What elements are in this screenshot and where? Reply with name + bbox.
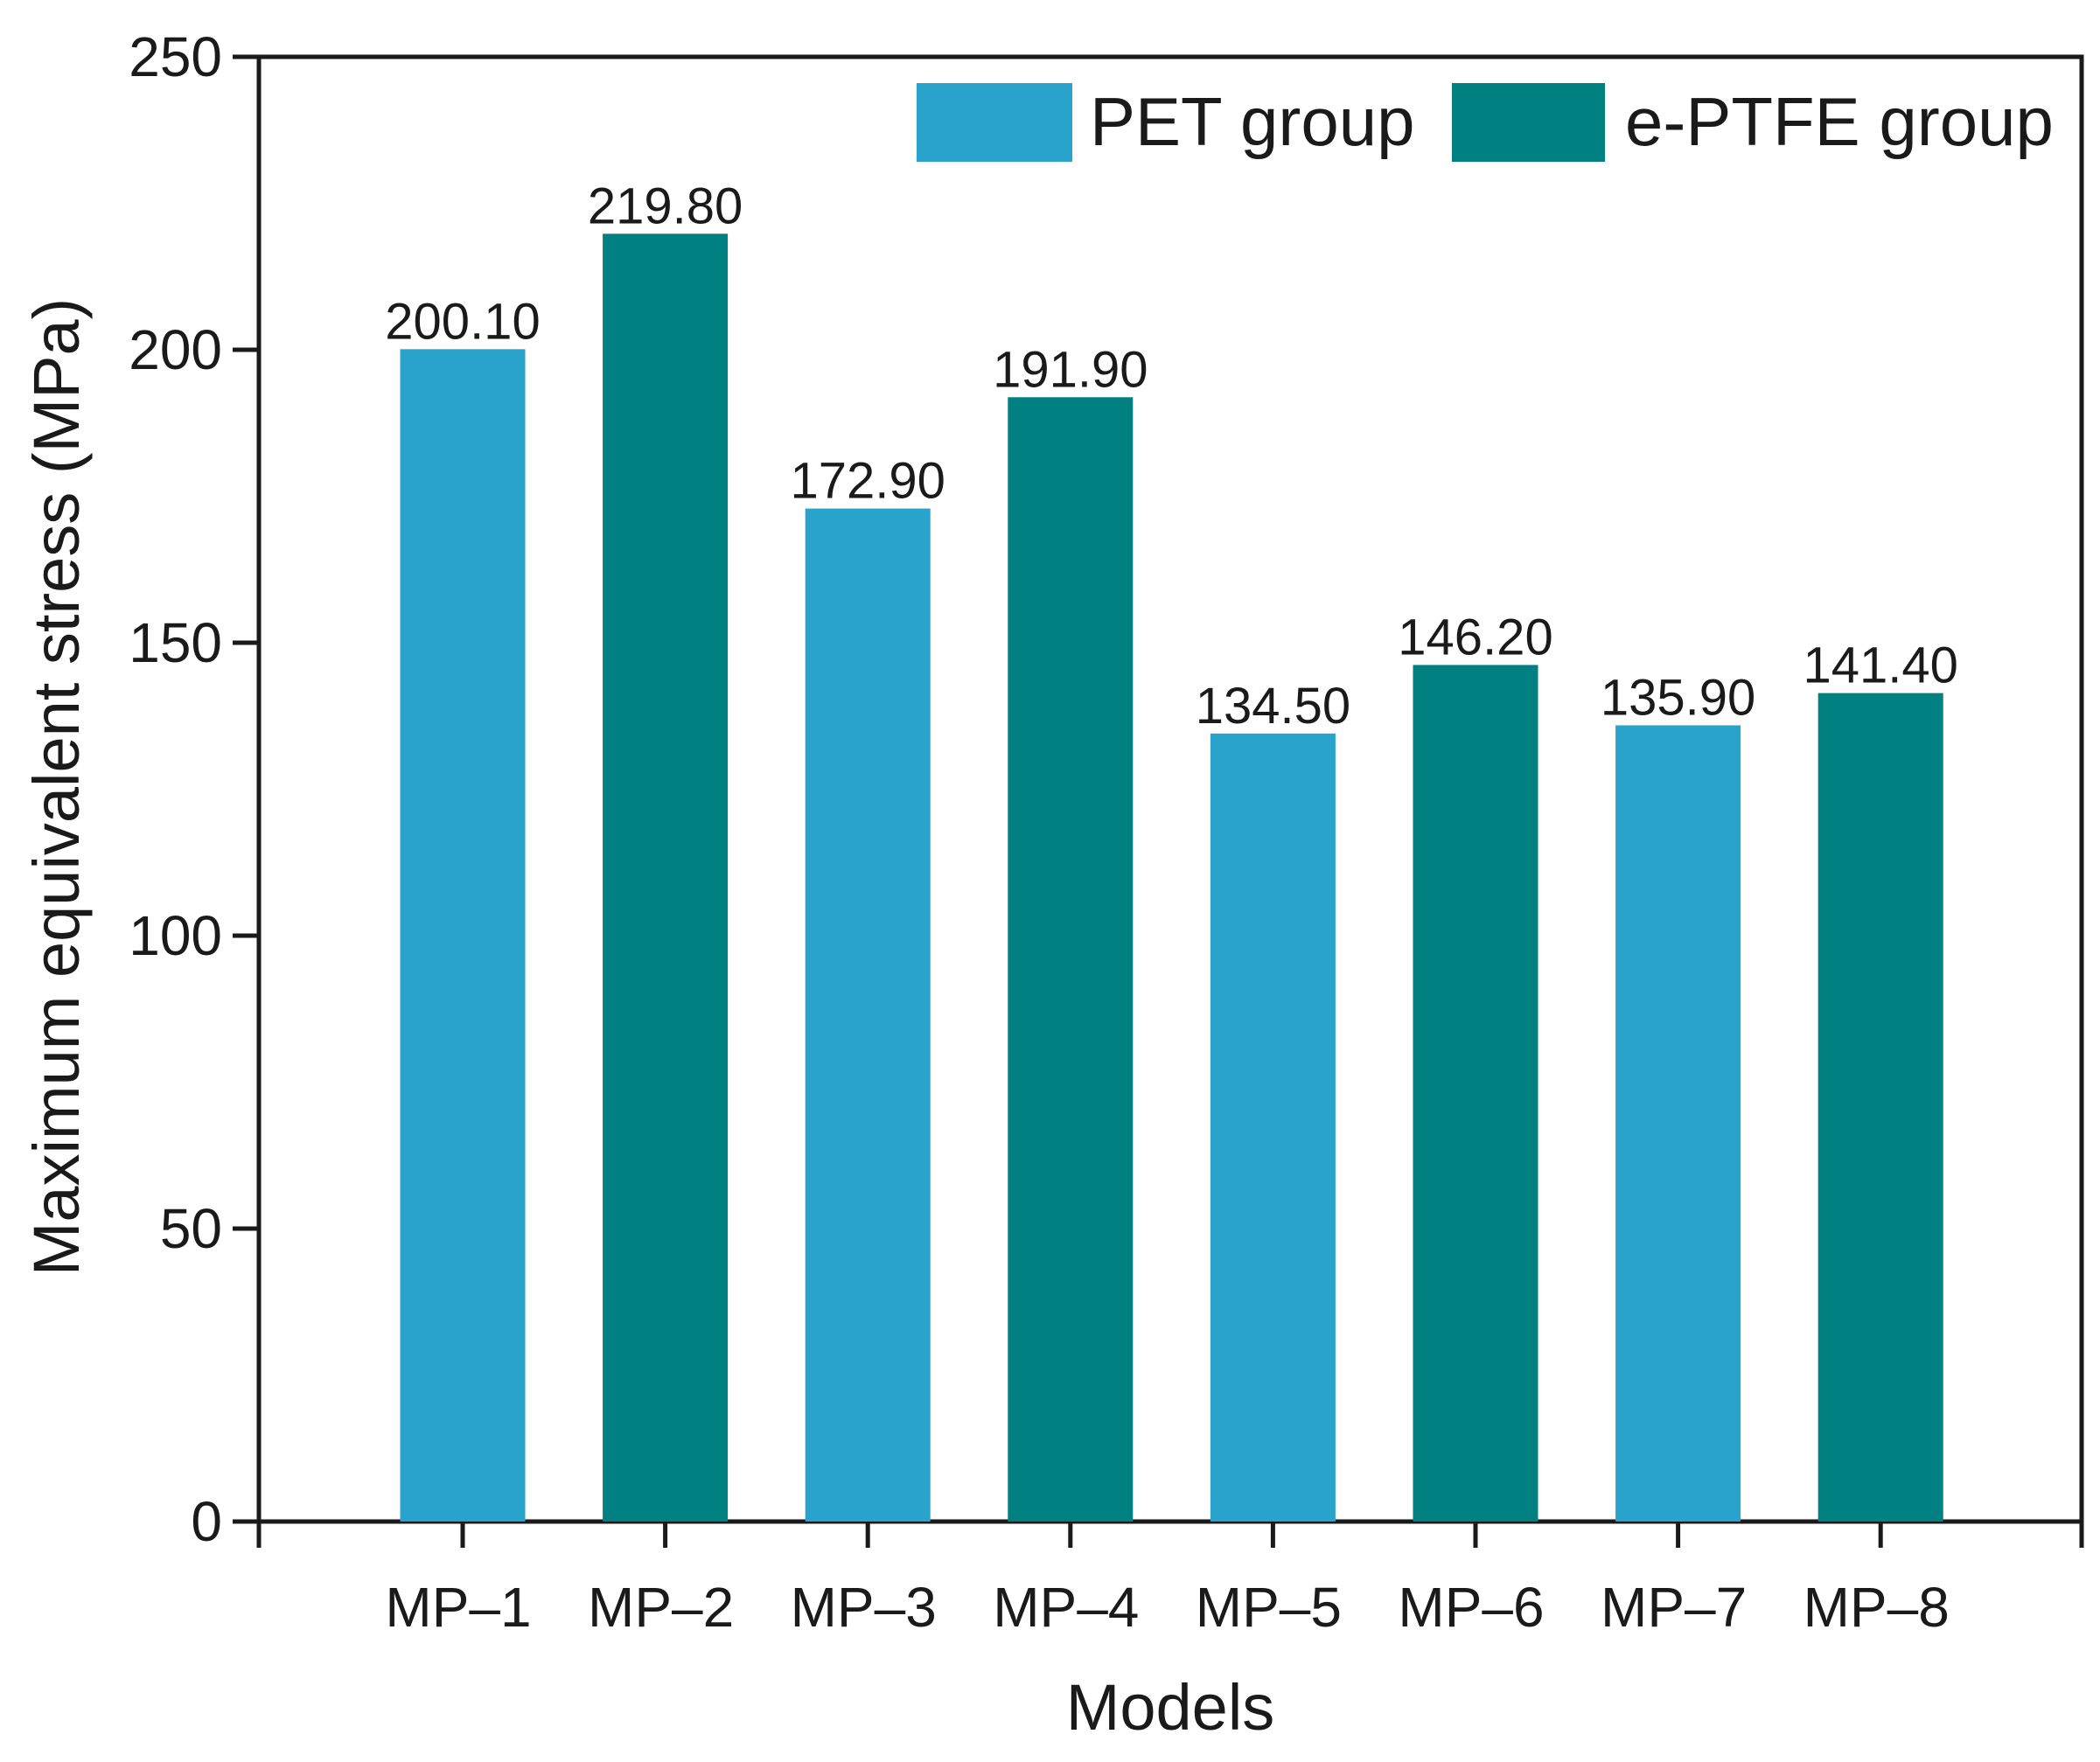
bar-3 — [805, 508, 931, 1522]
data-labels: 200.10 219.80 172.90 191.90 134.50 146.20 135.… — [385, 178, 1958, 735]
y-axis: 0 50 100 150 200 250 — [129, 25, 259, 1553]
bar-2 — [603, 233, 729, 1522]
data-label-4: 191.90 — [993, 341, 1148, 398]
data-label-5: 134.50 — [1196, 678, 1350, 735]
plot-frame — [256, 54, 2084, 1524]
y-tick-label-5: 250 — [129, 25, 222, 88]
y-tick-label-0: 0 — [191, 1490, 222, 1553]
x-tick-label-8: MP–8 — [1803, 1576, 1950, 1639]
x-tick-label-7: MP–7 — [1601, 1576, 1747, 1639]
legend: PET group e-PTFE group — [917, 83, 2054, 162]
data-label-7: 135.90 — [1601, 669, 1755, 726]
x-tick-label-1: MP–1 — [385, 1576, 531, 1639]
data-label-8: 141.40 — [1803, 637, 1957, 694]
x-tick-label-3: MP–3 — [791, 1576, 937, 1639]
bar-series — [400, 233, 1943, 1522]
bar-5 — [1210, 733, 1336, 1522]
x-axis-title: Models — [1066, 1671, 1275, 1744]
data-label-2: 219.80 — [588, 178, 743, 234]
y-tick-label-3: 150 — [129, 611, 222, 674]
y-tick-label-2: 100 — [129, 904, 222, 967]
y-axis-title: Maximum equivalent stress (MPa) — [20, 298, 93, 1277]
data-label-6: 146.20 — [1398, 609, 1552, 665]
y-tick-label-4: 200 — [129, 318, 222, 381]
x-tick-label-6: MP–6 — [1398, 1576, 1544, 1639]
x-tick-label-2: MP–2 — [588, 1576, 734, 1639]
bar-4 — [1008, 397, 1134, 1522]
bar-7 — [1615, 725, 1741, 1522]
legend-swatch-eptfe — [1452, 83, 1605, 162]
legend-swatch-pet — [917, 83, 1072, 162]
bar-6 — [1413, 665, 1538, 1522]
x-tick-label-4: MP–4 — [993, 1576, 1139, 1639]
bar-8 — [1817, 693, 1943, 1522]
legend-label-eptfe: e-PTFE group — [1625, 83, 2054, 160]
data-label-1: 200.10 — [385, 293, 540, 350]
x-tick-label-5: MP–5 — [1196, 1576, 1342, 1639]
y-tick-label-1: 50 — [160, 1197, 222, 1260]
legend-label-pet: PET group — [1090, 83, 1414, 160]
data-label-3: 172.90 — [790, 453, 945, 510]
bar-1 — [400, 349, 526, 1522]
x-axis: MP–1 MP–2 MP–3 MP–4 MP–5 MP–6 MP–7 MP–8 — [256, 1522, 2084, 1639]
